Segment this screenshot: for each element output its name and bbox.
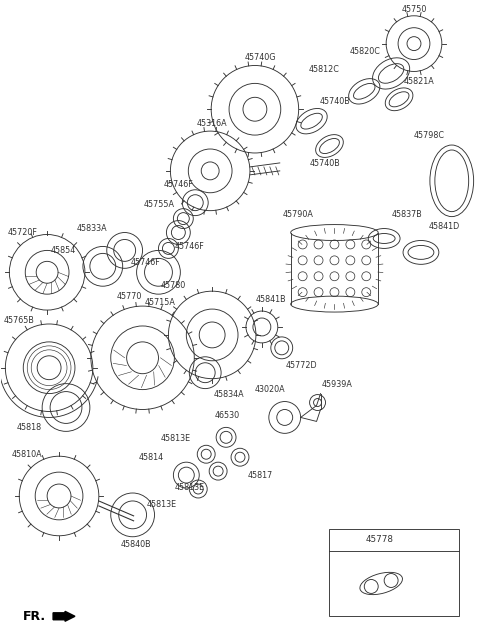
Text: 45750: 45750 <box>402 5 427 14</box>
Text: 45834A: 45834A <box>213 390 244 399</box>
Text: 45790A: 45790A <box>283 210 313 219</box>
Text: 45715A: 45715A <box>144 298 175 307</box>
Bar <box>329 529 459 616</box>
Text: 45820C: 45820C <box>349 47 380 56</box>
Text: 45746F: 45746F <box>131 258 160 267</box>
Text: 45765B: 45765B <box>3 316 34 325</box>
FancyArrow shape <box>53 611 75 621</box>
Text: 45814: 45814 <box>139 453 164 462</box>
Text: 45813E: 45813E <box>160 434 191 443</box>
Text: 45780: 45780 <box>160 281 186 290</box>
Text: 45746F: 45746F <box>174 242 204 251</box>
Text: 45740B: 45740B <box>320 97 350 106</box>
Text: 46530: 46530 <box>214 411 239 420</box>
Text: 45316A: 45316A <box>196 119 227 128</box>
Text: 45813E: 45813E <box>174 482 204 491</box>
Text: 45740B: 45740B <box>310 159 340 168</box>
Text: 45840B: 45840B <box>120 540 151 549</box>
Text: 45939A: 45939A <box>322 380 352 389</box>
Text: 45720F: 45720F <box>7 228 37 237</box>
Text: FR.: FR. <box>23 610 47 623</box>
Text: 45746F: 45746F <box>164 180 193 189</box>
Text: 45841B: 45841B <box>256 294 287 303</box>
Text: 45833A: 45833A <box>77 224 108 233</box>
Text: 45740G: 45740G <box>245 53 276 62</box>
Text: 45817: 45817 <box>248 471 273 480</box>
Text: 45821A: 45821A <box>404 77 435 86</box>
Text: 45755A: 45755A <box>144 200 175 209</box>
Text: 45770: 45770 <box>117 292 142 301</box>
Text: 45810A: 45810A <box>12 449 42 458</box>
Text: 45854: 45854 <box>51 246 76 255</box>
Text: 45841D: 45841D <box>429 222 460 231</box>
Text: 45813E: 45813E <box>146 500 177 509</box>
Text: 45798C: 45798C <box>414 131 445 140</box>
Text: 43020A: 43020A <box>255 385 286 394</box>
Text: 45778: 45778 <box>365 535 393 544</box>
Text: 45818: 45818 <box>16 423 41 432</box>
Text: 45812C: 45812C <box>309 65 339 74</box>
Text: 45772D: 45772D <box>286 361 317 370</box>
Text: 45837B: 45837B <box>392 210 423 219</box>
